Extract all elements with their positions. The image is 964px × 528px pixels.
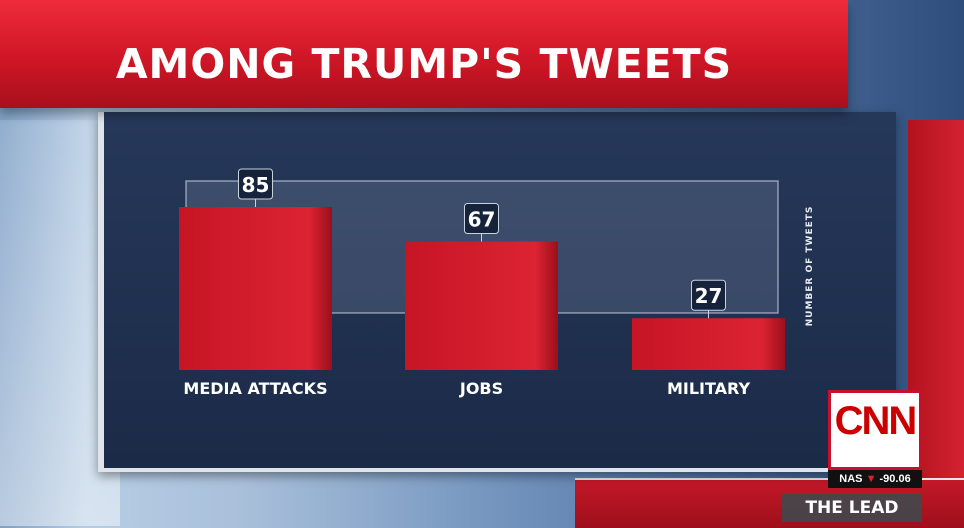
data-label-2: 27 — [695, 284, 723, 308]
category-label-1: JOBS — [459, 379, 503, 398]
ticker-value: -90.06 — [879, 473, 911, 485]
ticker-symbol: NAS — [839, 473, 863, 485]
stock-ticker: NAS ▼ -90.06 — [828, 470, 922, 488]
show-name: THE LEAD — [782, 494, 922, 522]
down-arrow-icon: ▼ — [865, 473, 877, 485]
data-label-0: 85 — [242, 173, 270, 197]
network-logo-box: CNN — [828, 390, 922, 470]
page-title: AMONG TRUMP'S TWEETS — [115, 40, 733, 88]
bar-2 — [632, 318, 785, 370]
bar-0 — [179, 207, 332, 370]
y-axis-label: NUMBER OF TWEETS — [805, 206, 815, 327]
category-label-2: MILITARY — [667, 379, 751, 398]
category-label-0: MEDIA ATTACKS — [183, 379, 327, 398]
cnn-logo: CNN — [834, 399, 918, 443]
title-banner: AMONG TRUMP'S TWEETS — [0, 0, 848, 108]
bar-1 — [405, 241, 558, 370]
data-label-1: 67 — [468, 208, 496, 232]
